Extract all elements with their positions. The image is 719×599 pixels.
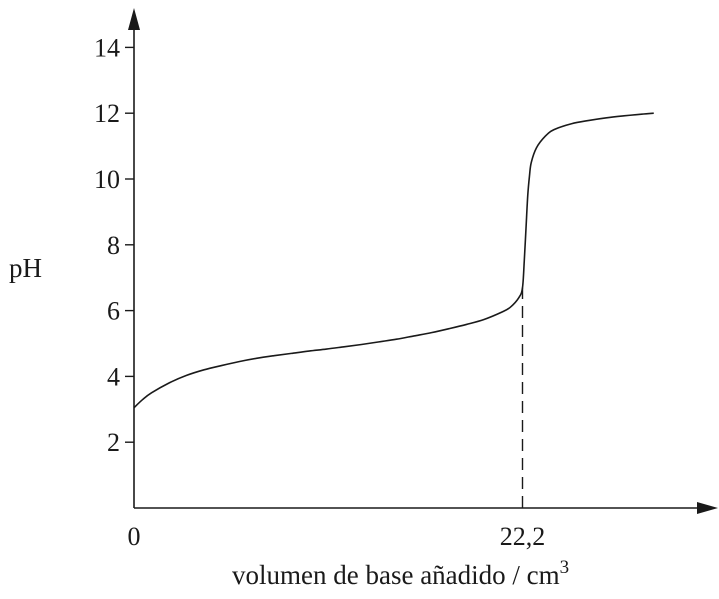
x-ticks: 0 22,2: [128, 522, 546, 551]
x-tick-label: 22,2: [500, 522, 546, 551]
x-axis-arrowhead: [697, 502, 718, 514]
y-axis-label: pH: [9, 253, 42, 283]
y-tick-label: 6: [107, 297, 120, 326]
y-tick-label: 4: [107, 362, 120, 391]
titration-curve: [133, 112, 654, 409]
x-axis-label-superscript: 3: [560, 557, 570, 578]
y-tick-label: 10: [94, 165, 120, 194]
x-tick-label: 0: [128, 522, 141, 551]
axes: [128, 8, 718, 514]
y-axis-arrowhead: [128, 8, 140, 30]
y-tick-label: 14: [94, 33, 120, 62]
x-axis-label-text: volumen de base añadido / cm: [232, 560, 560, 590]
y-tick-label: 2: [107, 428, 120, 457]
y-tick-label: 8: [107, 231, 120, 260]
y-tick-label: 12: [94, 99, 120, 128]
x-axis-label: volumen de base añadido / cm3: [232, 557, 569, 590]
y-ticks: 2 4 6 8 10 12 14: [94, 33, 134, 457]
